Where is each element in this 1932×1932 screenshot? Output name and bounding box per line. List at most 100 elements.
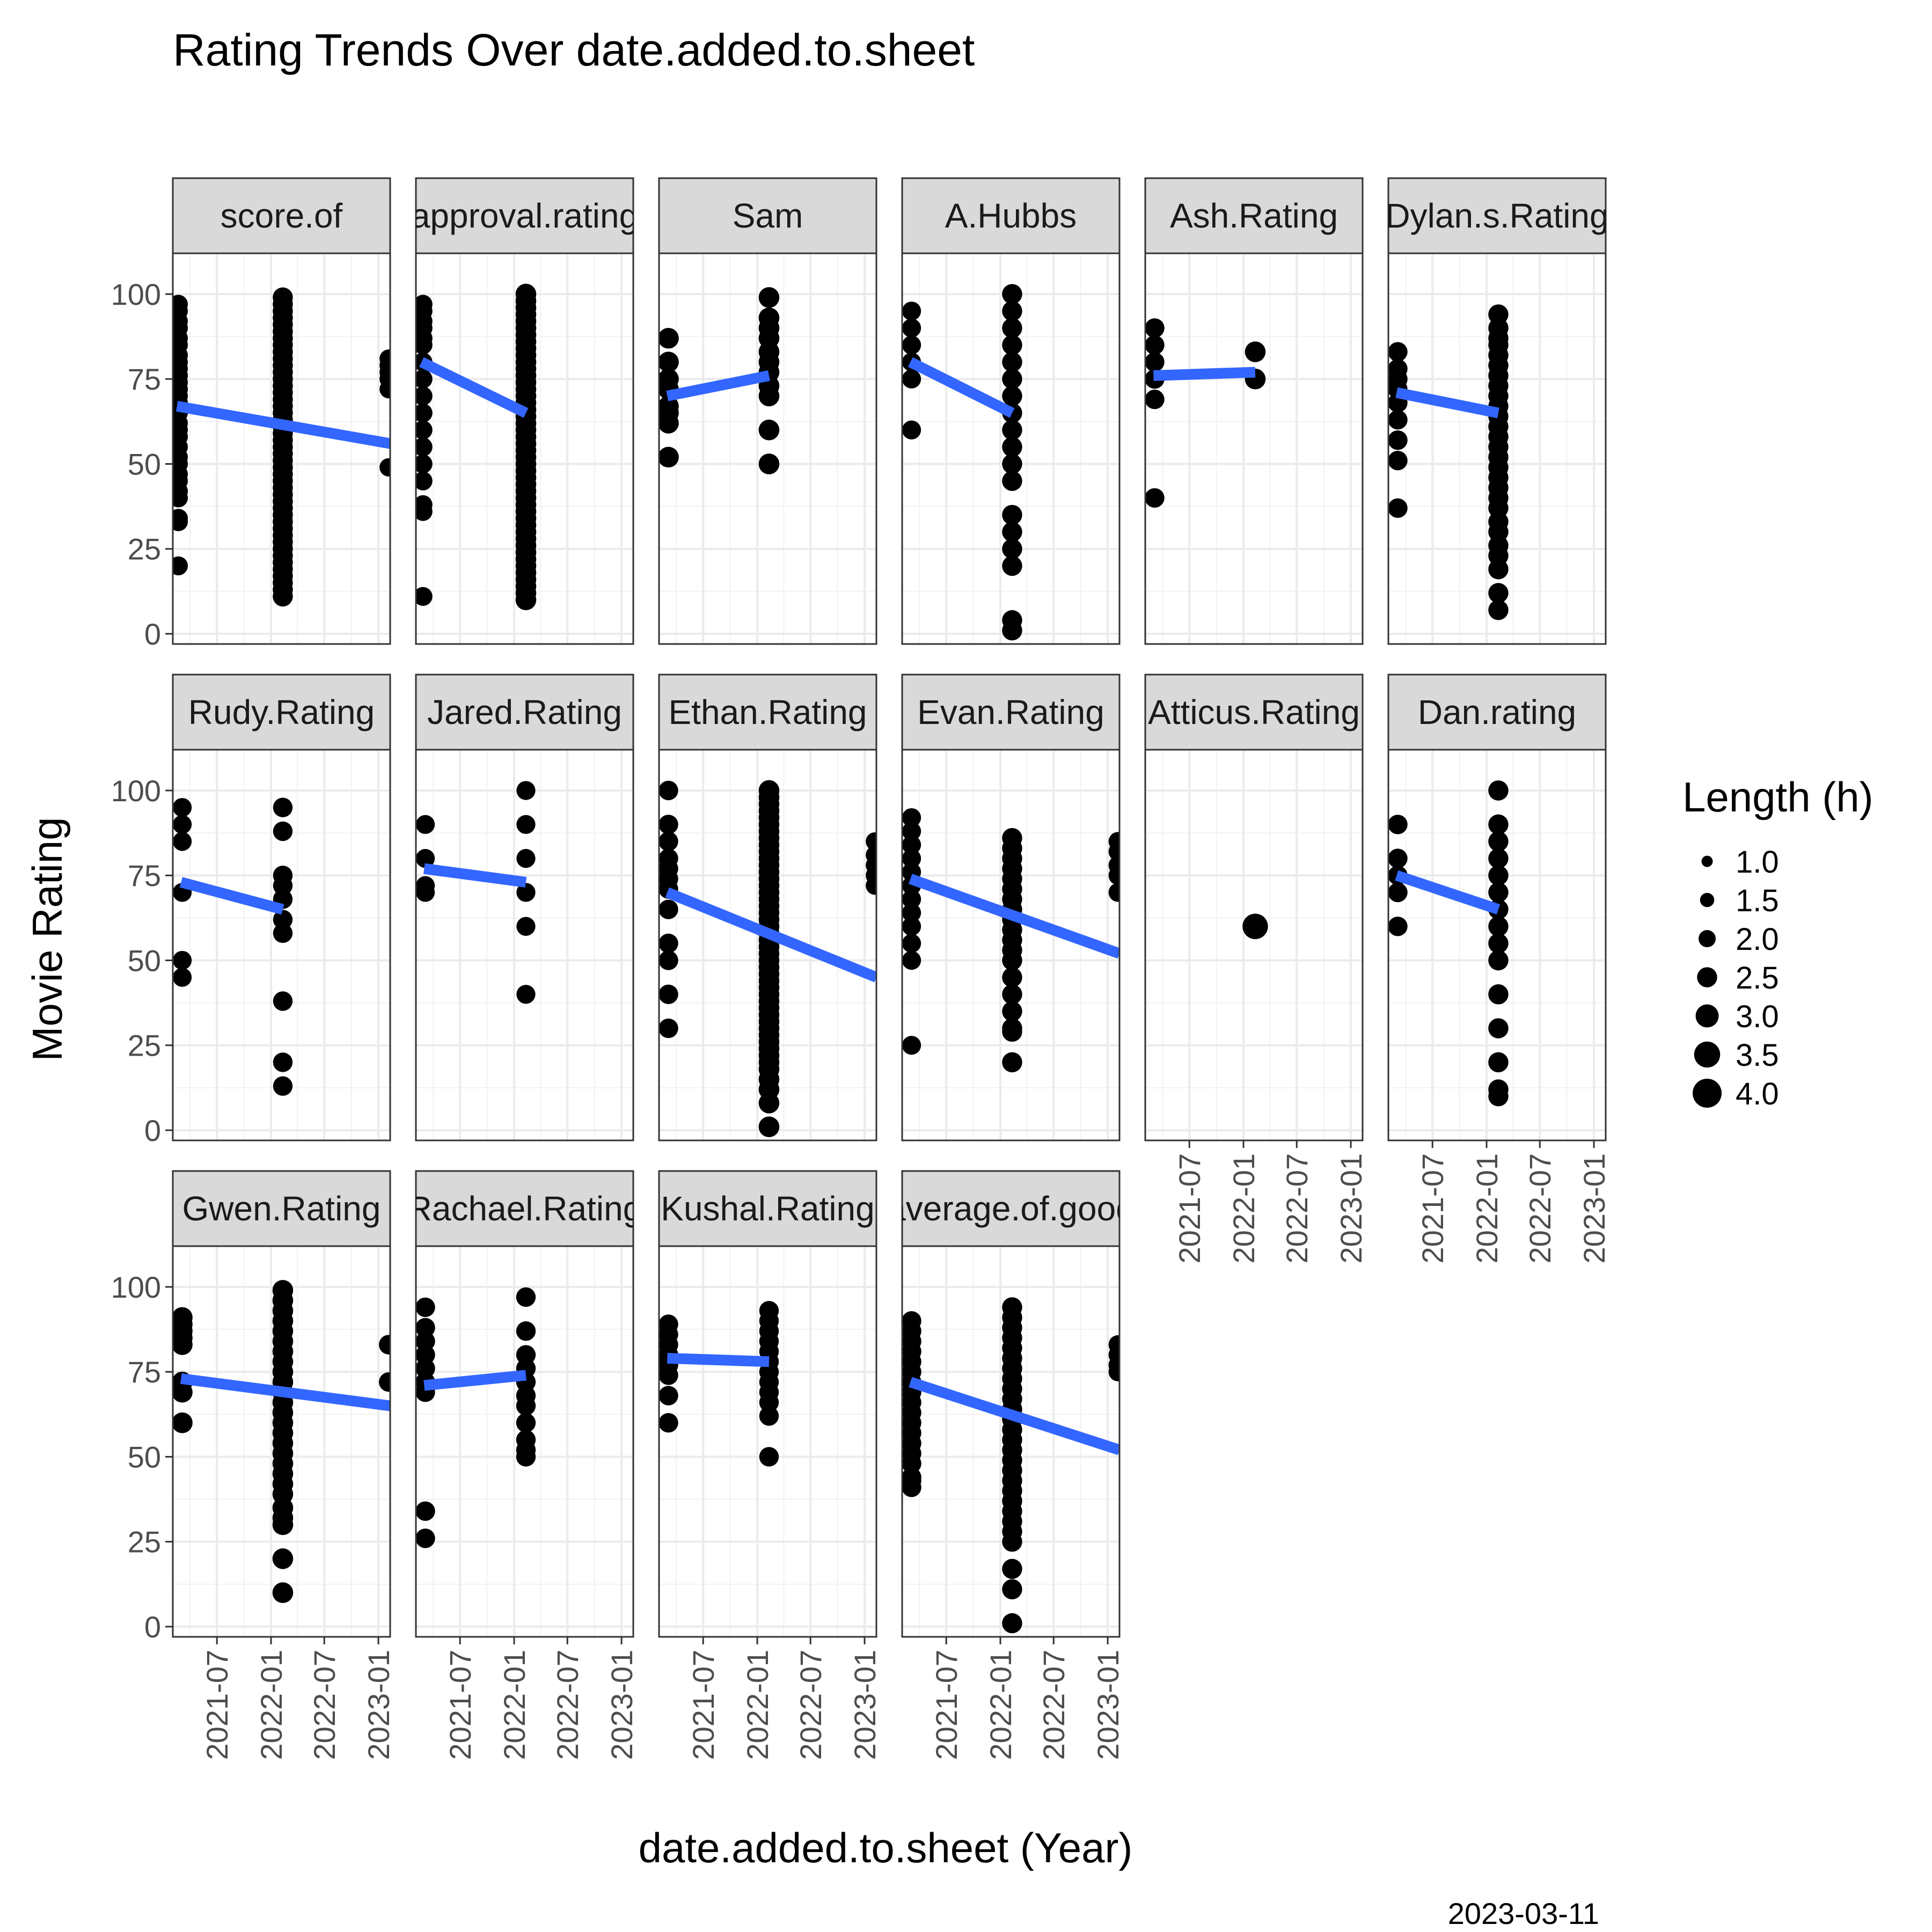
x-tick-label: 2022-01 [1470,1153,1504,1264]
data-point [516,1447,536,1467]
data-point [659,447,679,468]
data-point [273,876,293,896]
data-point [659,815,678,835]
data-point [516,1321,536,1341]
facet-panel: Rudy.Rating 0 25 50 75 100 [111,674,391,1147]
data-point [902,301,921,321]
data-point [1388,409,1408,430]
data-point [902,917,921,936]
legend-label: 1.5 [1736,883,1779,918]
data-point [1002,386,1022,406]
data-point [516,1287,536,1307]
panel-points [902,808,1119,1073]
data-point [659,1413,678,1433]
trend-line [1153,367,1256,381]
y-tick-label: 75 [128,859,161,892]
data-point [1002,420,1022,440]
data-point [416,403,433,423]
facet-strip [415,177,634,254]
data-point [379,1335,390,1355]
data-point [516,781,536,800]
data-point [902,1477,921,1497]
data-point [1002,1001,1022,1022]
legend-label: 2.0 [1736,922,1779,957]
y-tick-label: 75 [128,1355,161,1389]
data-point [659,950,678,970]
data-point [416,437,433,457]
facet-strip [901,177,1121,254]
data-point [173,968,192,987]
data-point [902,420,921,440]
data-point [902,889,921,909]
x-tick-label: 2022-01 [1227,1153,1261,1264]
data-point [1488,831,1509,852]
data-point [659,780,678,801]
data-point [902,369,921,389]
data-point [1488,933,1509,954]
data-point [1002,984,1022,1005]
data-point [1002,1579,1022,1600]
data-point [1388,498,1408,518]
data-point [1002,1531,1022,1552]
caption: 2023-03-11 [1448,1897,1599,1930]
y-tick-label: 100 [111,277,161,311]
panel-points [173,287,390,607]
x-tick-label: 2022-01 [984,1650,1018,1760]
data-point [1388,916,1408,936]
data-point [416,848,435,868]
facet-strip-label: average.of.good [887,1189,1135,1228]
data-point [902,318,921,338]
facet-strip [658,1170,877,1247]
data-point [516,848,536,868]
legend-label: 4.0 [1736,1077,1779,1111]
data-point [1002,1052,1022,1073]
facet-panel: Jared.Rating [415,674,634,1141]
facet-strip [901,674,1121,751]
data-point [902,335,921,355]
panels-layer: score.of 0 25 50 75 100 approval.rating Sam A.Hu… [111,177,1611,1760]
data-point [379,380,390,399]
data-point [173,797,192,817]
data-point [759,1406,779,1426]
facet-panel: Dan.rating 2021-07 2022-01 2022-07 2023-01 [1387,674,1611,1264]
y-tick-label: 50 [128,1440,161,1474]
data-point [1002,1613,1022,1634]
data-point [272,1548,294,1569]
data-point [1488,950,1509,971]
facet-strip-label: Rudy.Rating [188,693,375,731]
panel-background [1145,750,1363,1140]
data-point [416,386,433,406]
facet-strip-label: Atticus.Rating [1148,693,1360,731]
data-point [1488,599,1509,620]
panel-points [416,283,537,611]
facet-strip [172,1170,391,1247]
panel-points [173,797,293,1096]
data-point [416,587,433,606]
data-point [416,1318,435,1338]
facet-strip [172,177,391,254]
data-point [758,419,780,441]
x-tick-label: 2023-01 [1091,1650,1125,1760]
x-tick-label: 2022-07 [1523,1153,1557,1264]
facet-strip-label: Dan.rating [1418,693,1576,731]
panel-points [659,287,780,474]
trend-line [1395,870,1501,915]
data-point [1002,555,1022,576]
facet-strip-label: Ash.Rating [1170,196,1338,235]
data-point [416,1331,435,1351]
data-point [516,985,536,1004]
data-point [273,797,293,817]
panel-points [1388,304,1509,620]
data-point [1388,815,1408,835]
y-tick-label: 50 [128,447,161,481]
trend-line [1395,387,1499,419]
data-point [1002,504,1022,525]
data-point [1002,437,1022,457]
x-tick-label: 2022-07 [1037,1650,1071,1760]
trend-line [423,863,527,888]
data-point [273,1076,293,1096]
data-point [1002,471,1022,491]
data-point [173,512,188,531]
data-point [659,327,679,349]
trend-line [908,874,1119,959]
